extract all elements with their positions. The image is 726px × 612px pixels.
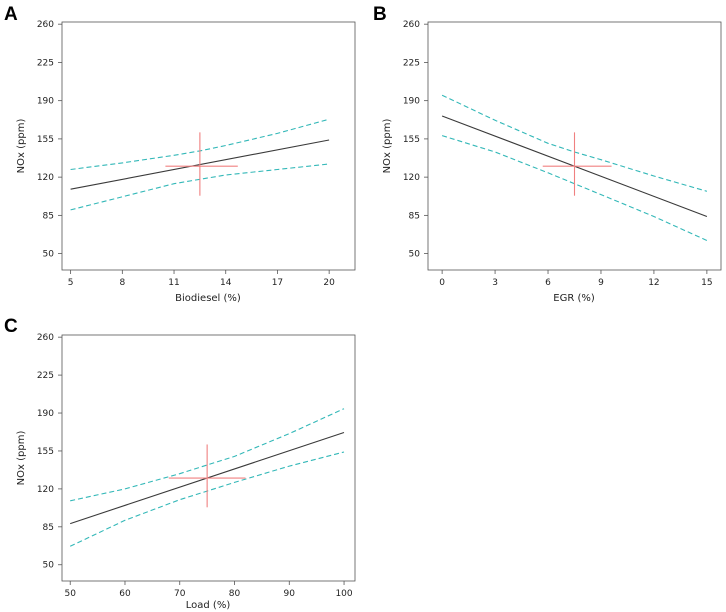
y-tick-label-c: 120 (37, 485, 54, 495)
y-tick-label-a: 85 (43, 211, 54, 221)
x-tick-label-b: 12 (648, 278, 659, 288)
x-tick-label-b: 6 (545, 278, 551, 288)
y-tick-label-a: 50 (43, 250, 55, 260)
x-tick-label-a: 11 (168, 278, 179, 288)
x-tick-label-a: 14 (220, 278, 232, 288)
x-tick-label-c: 60 (119, 589, 131, 599)
plot-frame-b (427, 21, 722, 271)
x-axis-label-b: EGR (%) (553, 293, 595, 304)
y-tick-label-c: 260 (37, 333, 54, 343)
y-tick-label-b: 190 (403, 97, 420, 107)
plot-frame-c (61, 334, 356, 582)
panel-letter-b: B (373, 4, 387, 25)
y-tick-label-c: 155 (37, 447, 54, 457)
y-tick-label-b: 260 (403, 20, 420, 30)
y-tick-label-a: 225 (37, 58, 54, 68)
x-axis-label-c: Load (%) (186, 600, 231, 611)
x-tick-label-a: 8 (119, 278, 125, 288)
x-tick-label-c: 70 (174, 589, 186, 599)
y-axis-label-c: NOx (ppm) (16, 431, 27, 486)
y-tick-label-c: 50 (43, 561, 55, 571)
y-tick-label-a: 155 (37, 135, 54, 145)
y-tick-label-a: 190 (37, 97, 54, 107)
y-tick-label-b: 85 (409, 211, 420, 221)
y-tick-label-a: 120 (37, 173, 54, 183)
panel-c: C Load (%) NOx (ppm) 50 60 70 80 90 100 50 85 12… (4, 316, 356, 611)
y-axis-label-b: NOx (ppm) (382, 119, 393, 174)
x-tick-label-a: 5 (68, 278, 74, 288)
y-tick-label-b: 50 (409, 250, 421, 260)
x-tick-label-c: 100 (335, 589, 352, 599)
x-tick-label-b: 3 (492, 278, 498, 288)
y-axis-label-a: NOx (ppm) (16, 119, 27, 174)
y-tick-label-b: 120 (403, 173, 420, 183)
y-tick-label-c: 225 (37, 371, 54, 381)
panel-a: A Biodiesel (%) NOx (ppm) 5 8 11 14 17 20 50 85… (4, 4, 356, 304)
panel-letter-a: A (4, 4, 18, 25)
plot-frame-a (61, 21, 356, 271)
y-tick-label-a: 260 (37, 20, 54, 30)
panel-letter-c: C (4, 316, 18, 337)
y-tick-label-c: 85 (43, 523, 54, 533)
x-tick-label-b: 0 (439, 278, 445, 288)
y-tick-label-c: 190 (37, 409, 54, 419)
panel-b: B EGR (%) NOx (ppm) 0 3 6 9 12 15 50 85 120 155 19… (373, 4, 722, 304)
confidence-upper-line-c (70, 408, 345, 502)
y-tick-label-b: 225 (403, 58, 420, 68)
x-axis-label-a: Biodiesel (%) (175, 293, 241, 304)
x-tick-label-a: 17 (272, 278, 283, 288)
x-tick-label-b: 9 (598, 278, 604, 288)
x-tick-label-a: 20 (323, 278, 335, 288)
x-tick-label-b: 15 (701, 278, 712, 288)
x-tick-label-c: 50 (64, 589, 76, 599)
x-tick-label-c: 90 (284, 589, 296, 599)
x-tick-label-c: 80 (229, 589, 241, 599)
y-tick-label-b: 155 (403, 135, 420, 145)
